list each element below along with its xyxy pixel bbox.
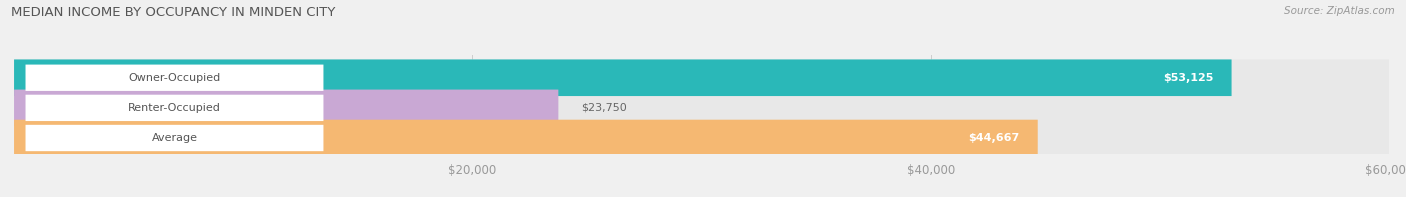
- FancyBboxPatch shape: [14, 59, 1389, 96]
- FancyBboxPatch shape: [14, 120, 1038, 156]
- FancyBboxPatch shape: [25, 125, 323, 151]
- Text: Average: Average: [152, 133, 197, 143]
- FancyBboxPatch shape: [14, 120, 1389, 156]
- FancyBboxPatch shape: [14, 59, 1232, 96]
- FancyBboxPatch shape: [25, 65, 323, 91]
- Text: Owner-Occupied: Owner-Occupied: [128, 73, 221, 83]
- FancyBboxPatch shape: [14, 90, 558, 126]
- FancyBboxPatch shape: [25, 95, 323, 121]
- Text: MEDIAN INCOME BY OCCUPANCY IN MINDEN CITY: MEDIAN INCOME BY OCCUPANCY IN MINDEN CIT…: [11, 6, 336, 19]
- FancyBboxPatch shape: [14, 90, 1389, 126]
- Text: Renter-Occupied: Renter-Occupied: [128, 103, 221, 113]
- Text: Source: ZipAtlas.com: Source: ZipAtlas.com: [1284, 6, 1395, 16]
- Text: $44,667: $44,667: [969, 133, 1019, 143]
- Text: $53,125: $53,125: [1163, 73, 1213, 83]
- Text: $23,750: $23,750: [581, 103, 627, 113]
